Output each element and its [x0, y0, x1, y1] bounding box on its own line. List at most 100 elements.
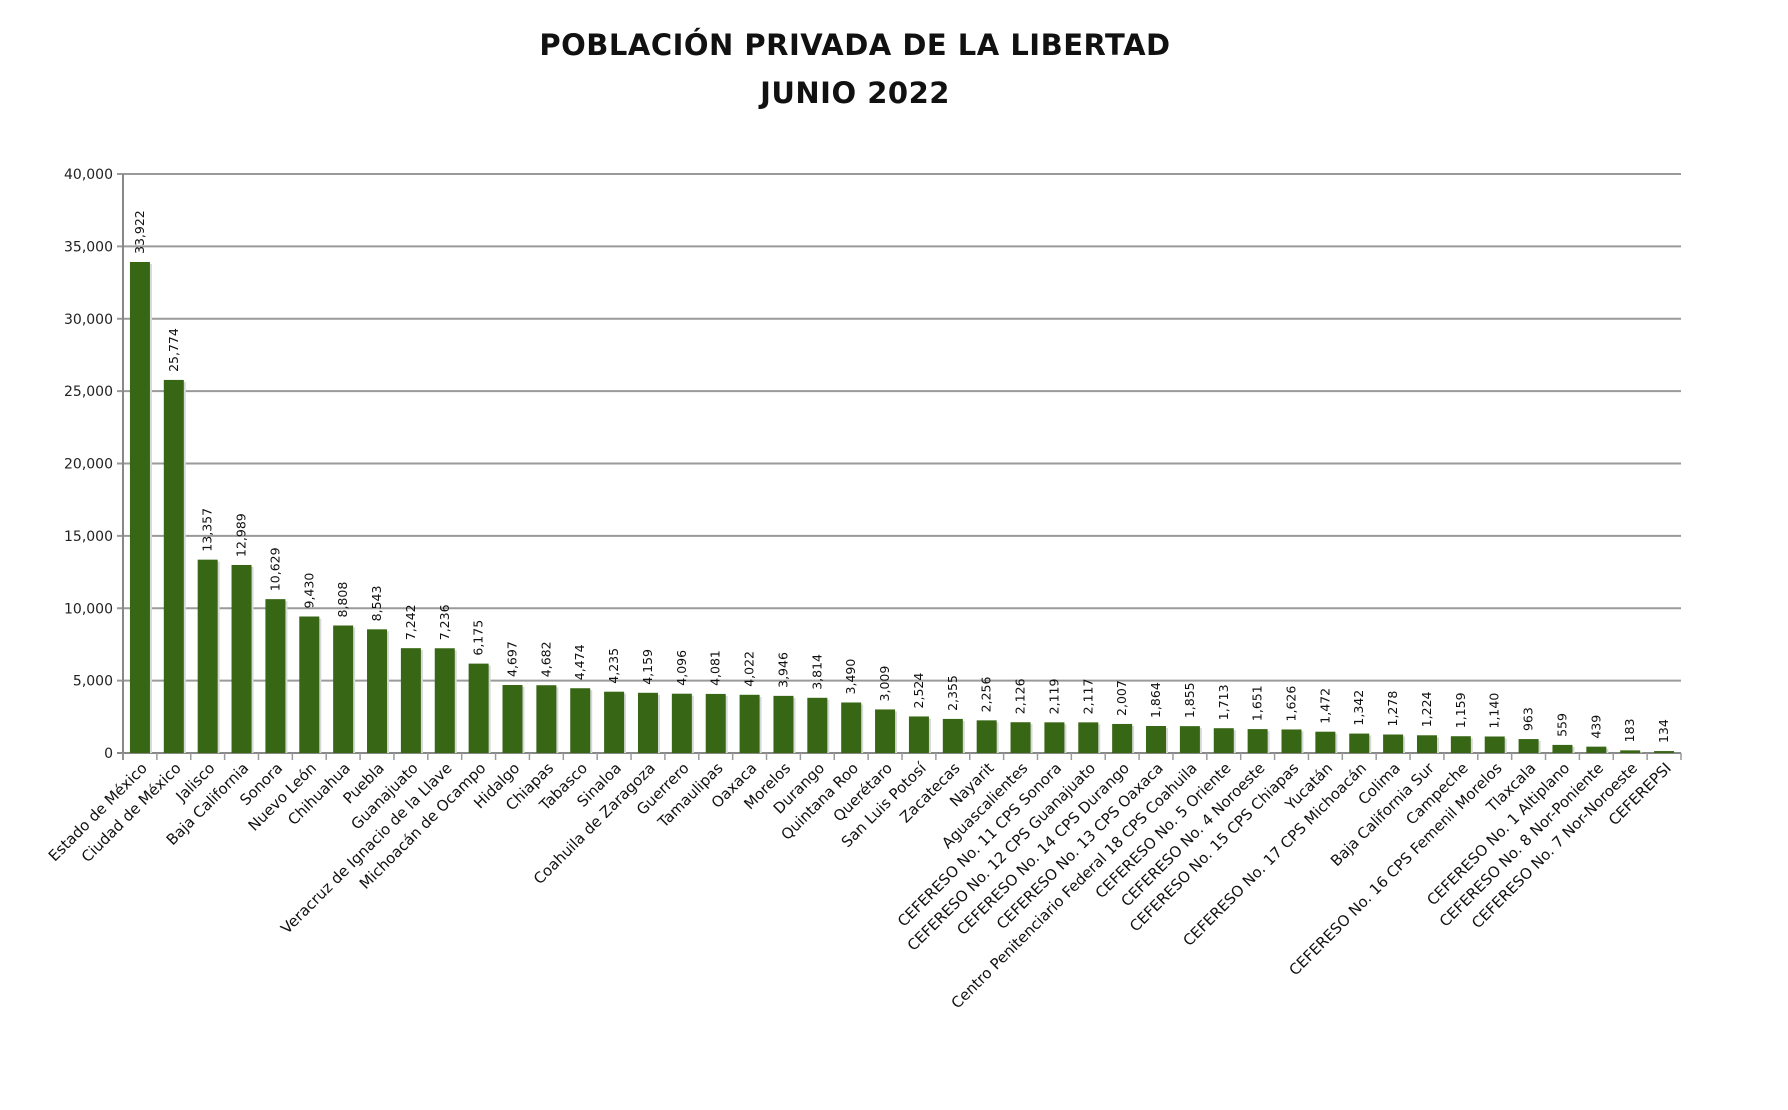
bar [1416, 735, 1437, 753]
bar [1315, 731, 1336, 753]
data-label: 1,651 [1250, 685, 1265, 721]
data-label: 12,989 [234, 513, 249, 557]
data-label: 963 [1521, 707, 1536, 731]
data-label: 2,126 [1013, 678, 1028, 714]
data-label: 3,814 [809, 654, 824, 690]
data-label: 559 [1554, 713, 1569, 737]
bar [299, 616, 320, 753]
y-tick-label: 20,000 [64, 457, 113, 473]
bar [942, 718, 963, 753]
bar [1044, 722, 1065, 753]
bar [773, 695, 794, 753]
data-label: 3,946 [775, 652, 790, 688]
data-label: 183 [1622, 718, 1637, 742]
data-label: 6,175 [471, 620, 486, 656]
bar [908, 716, 929, 753]
data-label: 8,808 [335, 582, 350, 618]
data-label: 1,713 [1216, 684, 1231, 720]
y-tick-label: 10,000 [64, 601, 113, 617]
data-label: 3,009 [877, 666, 892, 702]
y-tick-label: 15,000 [64, 529, 113, 545]
chart-title: POBLACIÓN PRIVADA DE LA LIBERTAD [539, 28, 1171, 62]
data-label: 13,357 [200, 508, 215, 552]
bar [468, 663, 489, 753]
data-label: 2,524 [911, 673, 926, 709]
bar [1620, 750, 1641, 753]
data-label: 4,081 [708, 650, 723, 686]
y-tick-label: 5,000 [73, 674, 113, 690]
bar [1654, 751, 1675, 753]
data-label: 10,629 [267, 547, 282, 591]
data-label: 1,342 [1351, 690, 1366, 726]
bar [265, 599, 286, 753]
bar [400, 648, 421, 753]
data-label: 439 [1588, 715, 1603, 739]
data-label: 134 [1656, 719, 1671, 743]
bar [367, 629, 388, 753]
bar [705, 693, 726, 753]
data-label: 4,682 [538, 641, 553, 677]
data-label: 2,119 [1046, 678, 1061, 714]
bar [1179, 726, 1200, 753]
data-label: 1,855 [1182, 682, 1197, 718]
data-label: 7,236 [437, 604, 452, 640]
data-label: 4,159 [640, 649, 655, 685]
y-tick-label: 40,000 [64, 167, 113, 183]
bar [875, 709, 896, 753]
bar [807, 697, 828, 753]
bar [1213, 728, 1234, 753]
bar [1078, 722, 1099, 753]
data-label: 8,543 [369, 586, 384, 622]
bar [637, 692, 658, 753]
data-label: 1,140 [1487, 693, 1502, 729]
bar [197, 559, 218, 753]
bar [1146, 726, 1167, 753]
bar [976, 720, 997, 753]
data-label: 2,007 [1114, 680, 1129, 716]
bar [163, 379, 184, 753]
y-tick-label: 0 [104, 746, 113, 762]
bar [1010, 722, 1031, 753]
data-label: 4,096 [674, 650, 689, 686]
bar [1552, 744, 1573, 753]
bar [739, 694, 760, 753]
data-label: 4,022 [742, 651, 757, 687]
bar [1586, 746, 1607, 753]
data-label: 25,774 [166, 328, 181, 372]
bar [536, 685, 557, 753]
bar [1281, 729, 1302, 753]
y-tick-label: 35,000 [64, 239, 113, 255]
bar [434, 648, 455, 753]
bar [1518, 739, 1539, 753]
bar [1247, 729, 1268, 753]
y-tick-label: 30,000 [64, 312, 113, 328]
bar [1484, 736, 1505, 753]
data-label: 4,474 [572, 644, 587, 680]
data-label: 1,472 [1317, 688, 1332, 724]
bar [333, 625, 354, 753]
bar [1112, 723, 1133, 753]
data-label: 4,235 [606, 648, 621, 684]
bar [570, 688, 591, 753]
data-label: 2,256 [979, 677, 994, 713]
bar [502, 685, 523, 753]
y-tick-label: 25,000 [64, 384, 113, 400]
data-label: 9,430 [301, 573, 316, 609]
bar [129, 261, 150, 753]
data-label: 1,626 [1284, 686, 1299, 722]
data-label: 3,490 [843, 659, 858, 695]
bar [841, 702, 862, 753]
bar [1383, 734, 1404, 753]
data-label: 2,355 [945, 675, 960, 711]
data-label: 2,117 [1080, 679, 1095, 715]
data-label: 1,864 [1148, 682, 1163, 718]
bar [604, 691, 625, 753]
bar [231, 564, 252, 753]
bar [1450, 736, 1471, 753]
data-label: 1,159 [1453, 692, 1468, 728]
data-label: 33,922 [132, 210, 147, 254]
data-label: 1,224 [1419, 691, 1434, 727]
data-label: 4,697 [505, 641, 520, 677]
data-label: 7,242 [403, 604, 418, 640]
